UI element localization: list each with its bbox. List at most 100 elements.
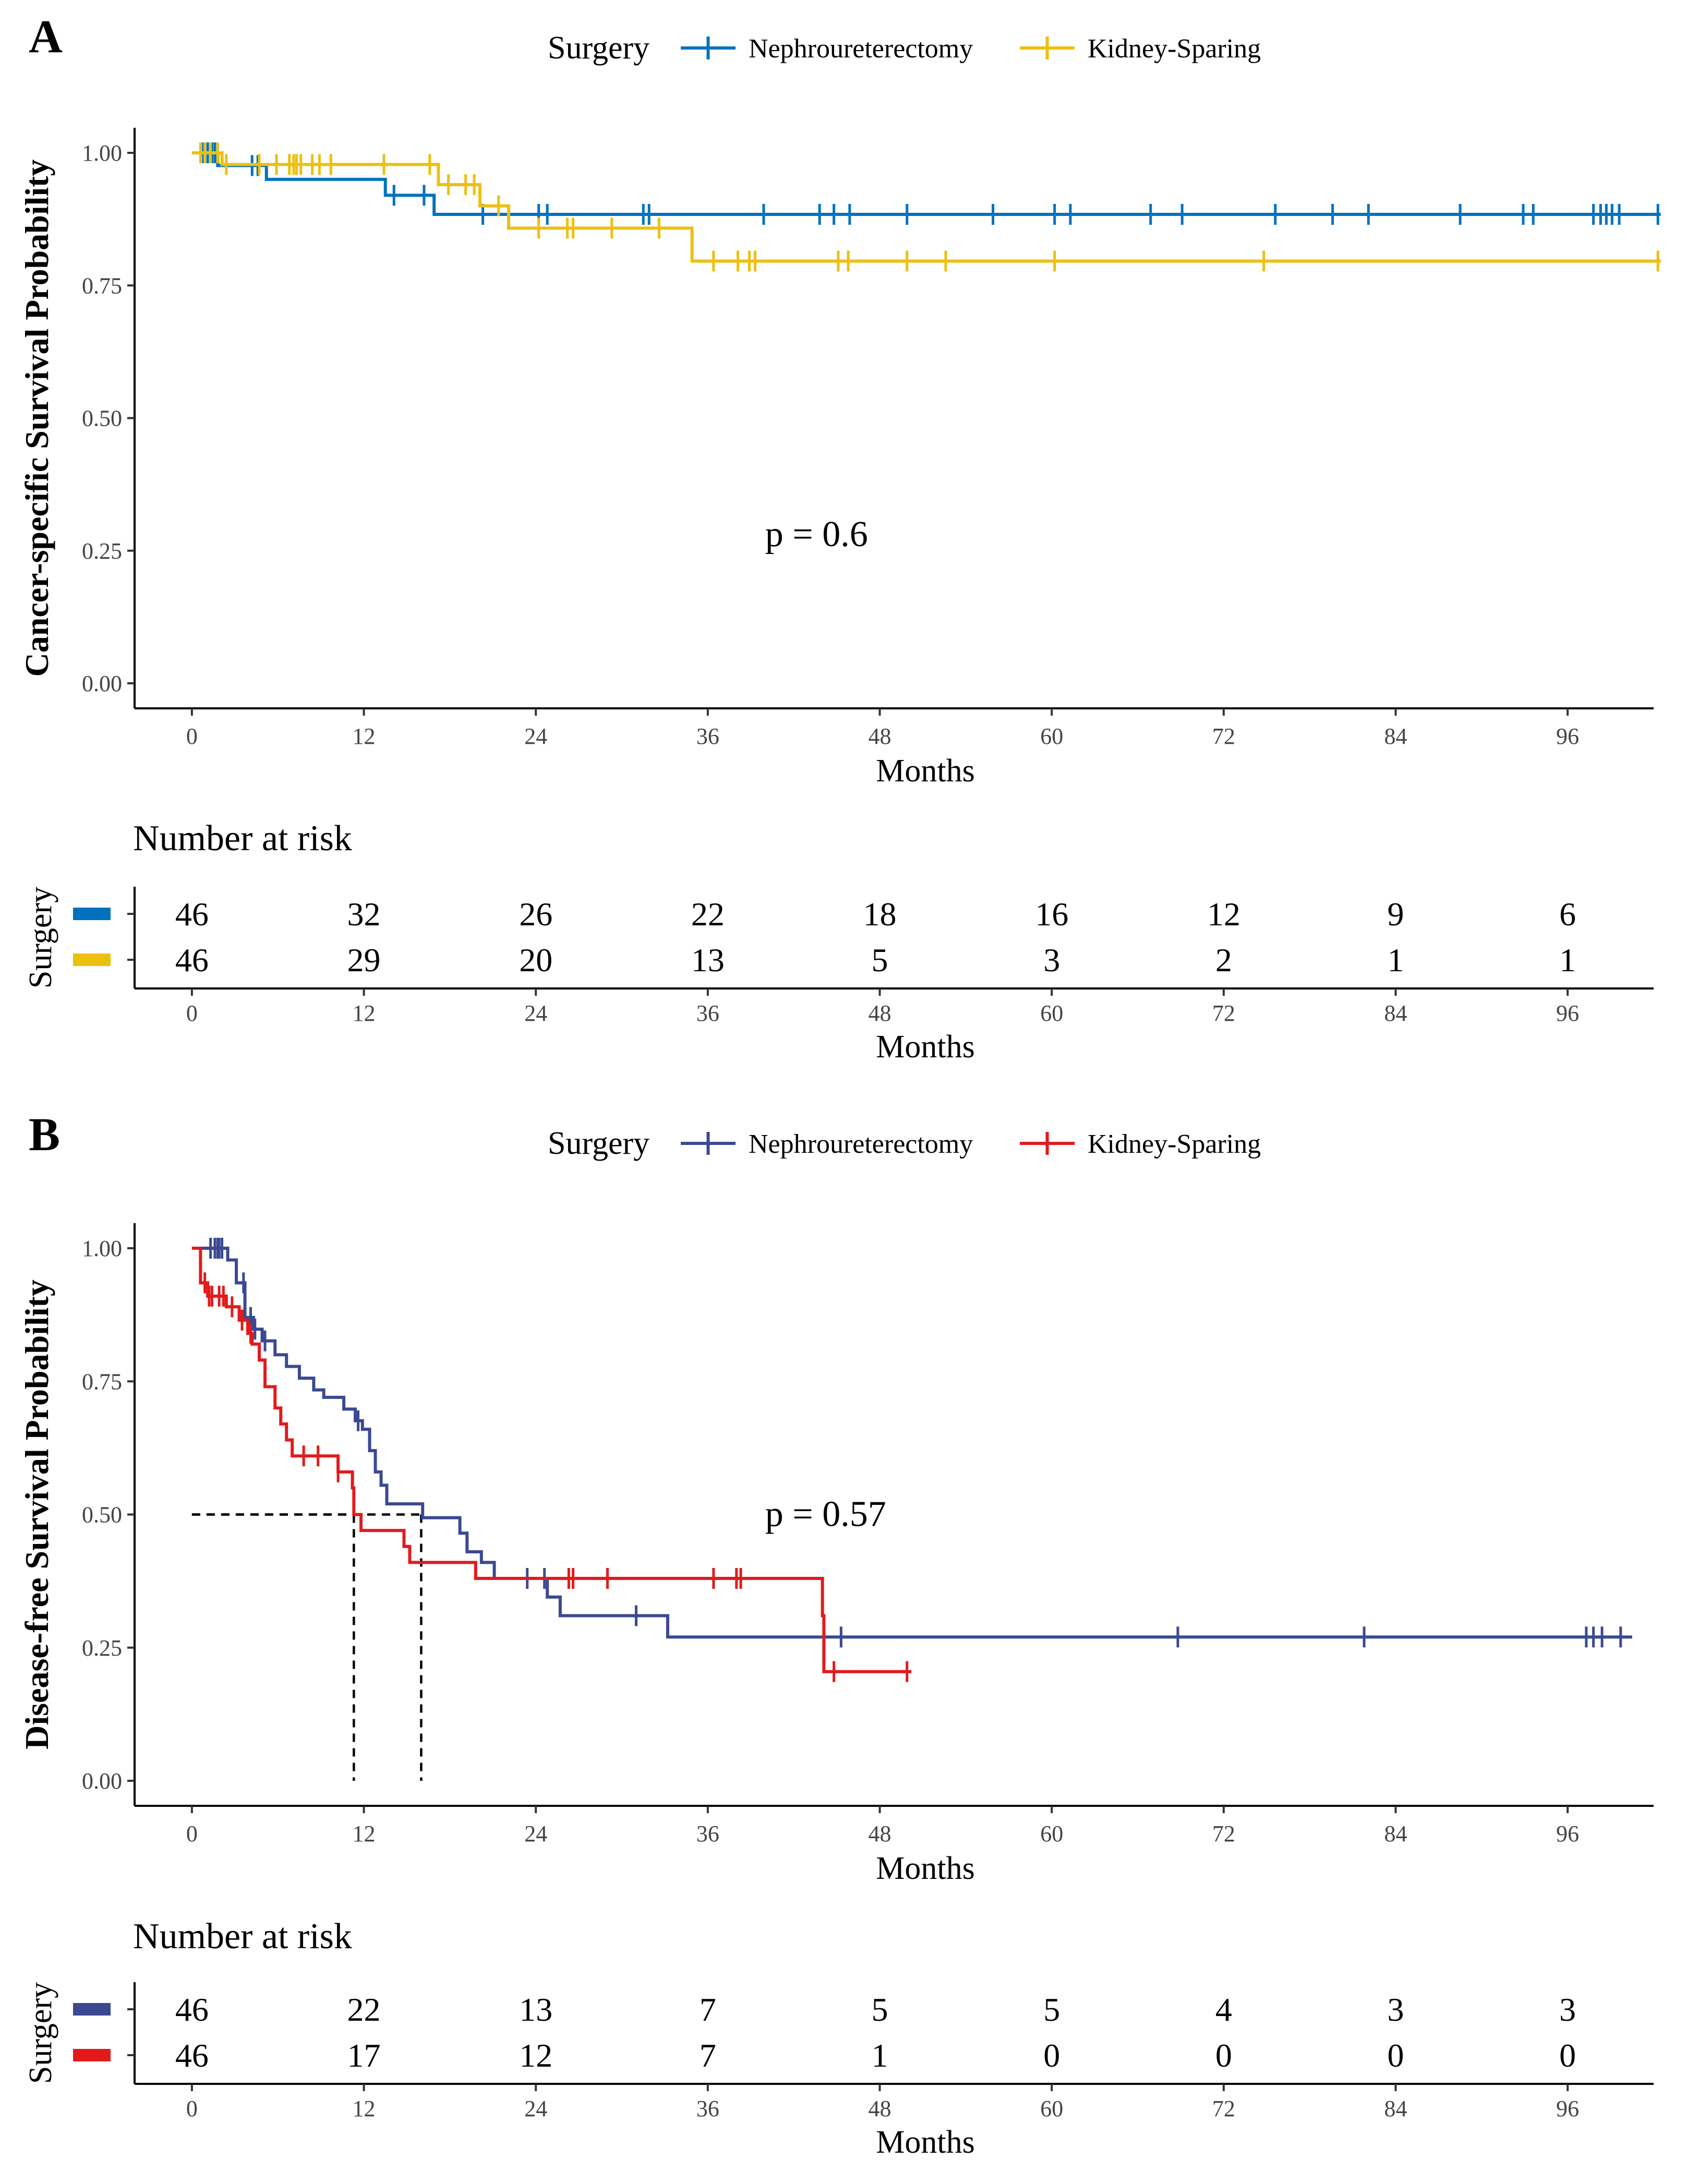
risk-count: 7: [700, 2037, 716, 2074]
risk-count: 46: [175, 896, 209, 933]
y-tick-label: 0.75: [82, 273, 122, 298]
risk-count: 13: [691, 942, 725, 979]
risk-count: 0: [1043, 2037, 1060, 2074]
x-tick-label: 72: [1212, 1821, 1235, 1847]
x-tick-label: 12: [353, 1821, 376, 1847]
legend-title: Surgery: [548, 1126, 649, 1161]
y-tick-label: 0.75: [82, 1369, 122, 1394]
risk-count: 46: [175, 2037, 209, 2074]
risk-count: 5: [872, 942, 888, 979]
risk-table: Number at risk 46 22 13 7 5 5 4 3 3 46 17 12 7 1 0 0 0 0 0 1…: [23, 1916, 1654, 2160]
panel-A: A Surgery Nephroureterectomy Kidney-Sparing…: [18, 11, 1661, 1065]
plot-axes: 0.00 0.25 0.50 0.75 1.00 0 12 24 36 48 60 72 84 96 Mon…: [18, 128, 1654, 789]
x-tick-label: 24: [524, 1821, 547, 1847]
x-tick-label: 0: [186, 723, 198, 749]
panel-label: B: [29, 1109, 60, 1161]
risk-x-tick-label: 24: [524, 2096, 547, 2121]
series-nephroureterectomy: [191, 142, 1661, 225]
risk-count: 12: [519, 2037, 552, 2074]
risk-count: 0: [1215, 2037, 1232, 2074]
survival-curve: [191, 1247, 1632, 1639]
x-tick-label: 36: [696, 723, 719, 749]
panel-label: A: [29, 11, 63, 63]
legend-entry: Kidney-Sparing: [1088, 34, 1261, 64]
risk-x-tick-label: 48: [869, 1000, 891, 1026]
y-tick-label: 1.00: [82, 140, 122, 166]
x-tick-label: 24: [524, 723, 547, 749]
y-tick-label: 0.25: [82, 1635, 122, 1661]
risk-x-tick-label: 96: [1556, 2096, 1579, 2121]
risk-count: 3: [1559, 1991, 1576, 2028]
x-tick-label: 60: [1040, 723, 1063, 749]
x-tick-label: 72: [1212, 723, 1235, 749]
legend-entry: Nephroureterectomy: [749, 34, 973, 64]
risk-y-axis-title: Surgery: [23, 1982, 58, 2084]
y-tick-label: 1.00: [82, 1236, 122, 1261]
y-tick-label: 0.50: [82, 406, 122, 431]
legend: Surgery Nephroureterectomy Kidney-Sparing: [548, 30, 1261, 66]
risk-count: 0: [1388, 2037, 1404, 2074]
risk-count: 5: [872, 1991, 888, 2028]
risk-x-tick-label: 24: [524, 1000, 547, 1026]
risk-count: 13: [519, 1991, 552, 2028]
risk-count: 3: [1388, 1991, 1404, 2028]
x-tick-label: 96: [1556, 1821, 1579, 1847]
legend-title: Surgery: [548, 30, 649, 66]
survival-curve: [191, 1247, 911, 1673]
x-axis-title: Months: [876, 753, 974, 789]
risk-x-tick-label: 12: [353, 1000, 376, 1026]
risk-count: 4: [1215, 1991, 1232, 2028]
risk-row-color-key: [73, 2049, 111, 2061]
risk-x-tick-label: 0: [186, 2096, 198, 2121]
risk-x-axis-title: Months: [876, 2125, 974, 2160]
plot-axes: 0.00 0.25 0.50 0.75 1.00 0 12 24 36 48 60 72 84 96 Mon…: [18, 1223, 1654, 1886]
risk-count: 32: [347, 896, 381, 933]
x-tick-label: 96: [1556, 723, 1579, 749]
risk-count: 46: [175, 942, 209, 979]
risk-count: 3: [1043, 942, 1060, 979]
risk-count: 16: [1035, 896, 1068, 933]
risk-count: 22: [691, 896, 725, 933]
x-tick-label: 84: [1384, 723, 1407, 749]
risk-count: 9: [1388, 896, 1404, 933]
x-tick-label: 84: [1384, 1821, 1407, 1847]
risk-x-tick-label: 72: [1212, 2096, 1235, 2121]
risk-x-tick-label: 72: [1212, 1000, 1235, 1026]
risk-count: 12: [1207, 896, 1240, 933]
x-tick-label: 36: [696, 1821, 719, 1847]
risk-x-tick-label: 48: [869, 2096, 891, 2121]
x-tick-label: 0: [186, 1821, 198, 1847]
risk-count: 6: [1559, 896, 1576, 933]
risk-count: 1: [1559, 942, 1576, 979]
risk-x-axis-title: Months: [876, 1029, 974, 1065]
risk-count: 5: [1043, 1991, 1060, 2028]
y-tick-label: 0.25: [82, 538, 122, 564]
y-tick-label: 0.00: [82, 1768, 122, 1794]
risk-count: 7: [700, 1991, 716, 2028]
risk-row-color-key: [73, 908, 111, 920]
risk-x-tick-label: 84: [1384, 2096, 1407, 2121]
y-tick-label: 0.00: [82, 671, 122, 696]
risk-table-title: Number at risk: [133, 818, 352, 859]
risk-table-title: Number at risk: [133, 1916, 352, 1957]
risk-y-axis-title: Surgery: [23, 887, 58, 988]
x-tick-label: 48: [869, 723, 891, 749]
panel-B: B Surgery Nephroureterectomy Kidney-Sparing…: [18, 1109, 1654, 2160]
p-value: p = 0.57: [765, 1494, 886, 1535]
risk-count: 26: [519, 896, 552, 933]
legend-entry: Kidney-Sparing: [1088, 1129, 1261, 1159]
risk-count: 46: [175, 1991, 209, 2028]
risk-row-color-key: [73, 954, 111, 966]
y-axis-title: Disease-free Survival Probability: [18, 1280, 55, 1749]
survival-curve: [191, 151, 1661, 216]
risk-count: 20: [519, 942, 552, 979]
risk-x-tick-label: 36: [696, 2096, 719, 2121]
legend-entry: Nephroureterectomy: [749, 1129, 973, 1159]
y-tick-label: 0.50: [82, 1502, 122, 1528]
series-nephroureterectomy: [191, 1238, 1632, 1648]
risk-count: 18: [863, 896, 897, 933]
risk-count: 1: [1388, 942, 1404, 979]
risk-count: 2: [1215, 942, 1232, 979]
